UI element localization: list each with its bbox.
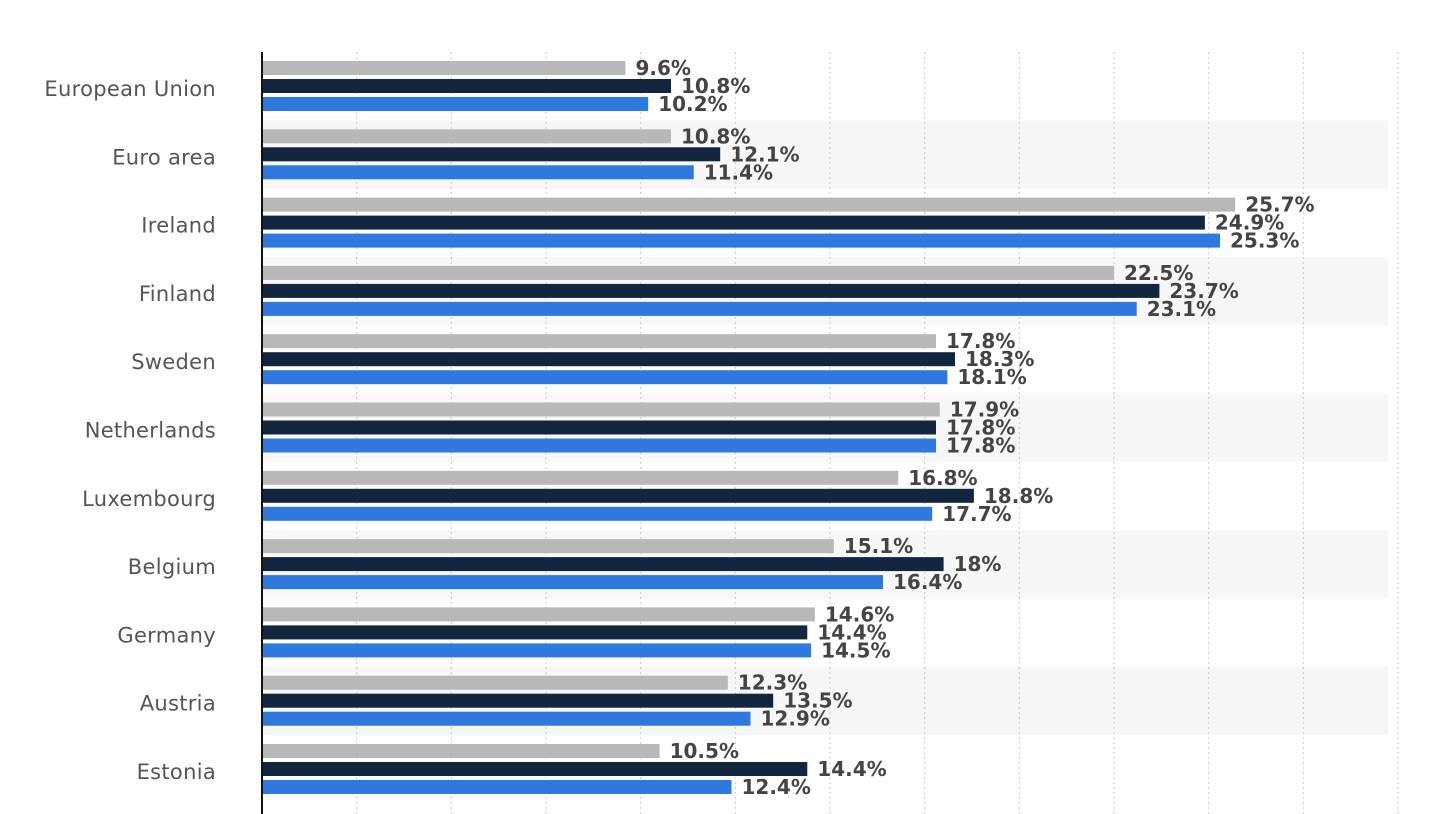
data-label: 18.3% [965,347,1034,371]
bar [263,197,1236,212]
data-label: 14.6% [825,602,894,626]
data-label: 10.5% [670,739,739,763]
category-label: Estonia [137,760,216,784]
bar [263,265,1114,280]
category-label: Germany [117,623,216,647]
data-label: 9.6% [636,56,691,80]
bar [263,675,728,690]
data-label: 16.8% [908,466,977,490]
data-label: 25.7% [1245,193,1314,217]
data-label: 12.3% [738,671,807,695]
bars [263,61,1236,794]
category-label: Belgium [128,555,216,579]
bar [263,762,808,776]
bar [263,301,1137,316]
bar [263,470,899,485]
bar [263,693,774,708]
data-label: 16.4% [893,570,962,594]
bar [263,334,936,349]
bar [263,370,948,385]
category-label: Finland [139,282,216,306]
bar [263,129,671,144]
category-label: European Union [44,77,216,101]
bar [263,79,671,93]
bar [263,780,732,794]
data-label: 18% [954,552,1002,576]
data-label: 15.1% [844,534,913,558]
data-label: 17.8% [946,434,1015,458]
data-label: 17.9% [950,398,1019,422]
data-label: 11.4% [704,160,773,184]
bar [263,352,955,367]
bar [263,643,812,658]
bar [263,61,626,75]
data-label: 22.5% [1124,261,1193,285]
data-label: 10.8% [681,74,750,98]
bar [263,539,834,554]
data-label: 13.5% [783,689,852,713]
data-label: 24.9% [1215,211,1284,235]
category-labels: European Union Euro area Ireland Finland Swe… [44,77,216,784]
data-label: 10.2% [658,92,727,116]
category-label: Luxembourg [82,487,216,511]
data-label: 17.8% [946,329,1015,353]
bar [263,744,660,758]
data-label: 18.8% [984,484,1053,508]
category-label: Austria [140,692,216,716]
bar [263,233,1220,248]
category-label: Sweden [131,350,216,374]
bar [263,711,751,726]
data-label: 17.8% [946,416,1015,440]
bar [263,420,936,435]
data-label: 18.1% [957,365,1026,389]
category-label: Ireland [141,214,216,238]
bar [263,402,940,417]
data-label: 14.4% [817,757,886,781]
data-label: 12.4% [742,775,811,799]
data-label: 12.1% [730,142,799,166]
category-label: Netherlands [85,419,216,443]
bar [263,557,944,572]
data-label: 10.8% [681,124,750,148]
bar [263,438,936,453]
data-label: 14.5% [821,638,890,662]
data-label: 14.4% [817,620,886,644]
bar [263,97,649,111]
bar [263,283,1160,298]
bar [263,607,815,622]
bar [263,147,721,162]
data-label: 23.7% [1169,279,1238,303]
bar [263,488,974,503]
data-label: 23.1% [1147,297,1216,321]
bar [263,506,933,521]
bar [263,575,883,590]
data-label: 12.9% [761,707,830,731]
data-label: 17.7% [942,502,1011,526]
bar [263,165,694,180]
data-label: 25.3% [1230,229,1299,253]
bar [263,625,808,640]
value-labels: 9.6%10.8%10.2%10.8%12.1%11.4%25.7%24.9%2… [636,56,1315,799]
bar [263,215,1205,230]
category-label: Euro area [112,145,216,169]
